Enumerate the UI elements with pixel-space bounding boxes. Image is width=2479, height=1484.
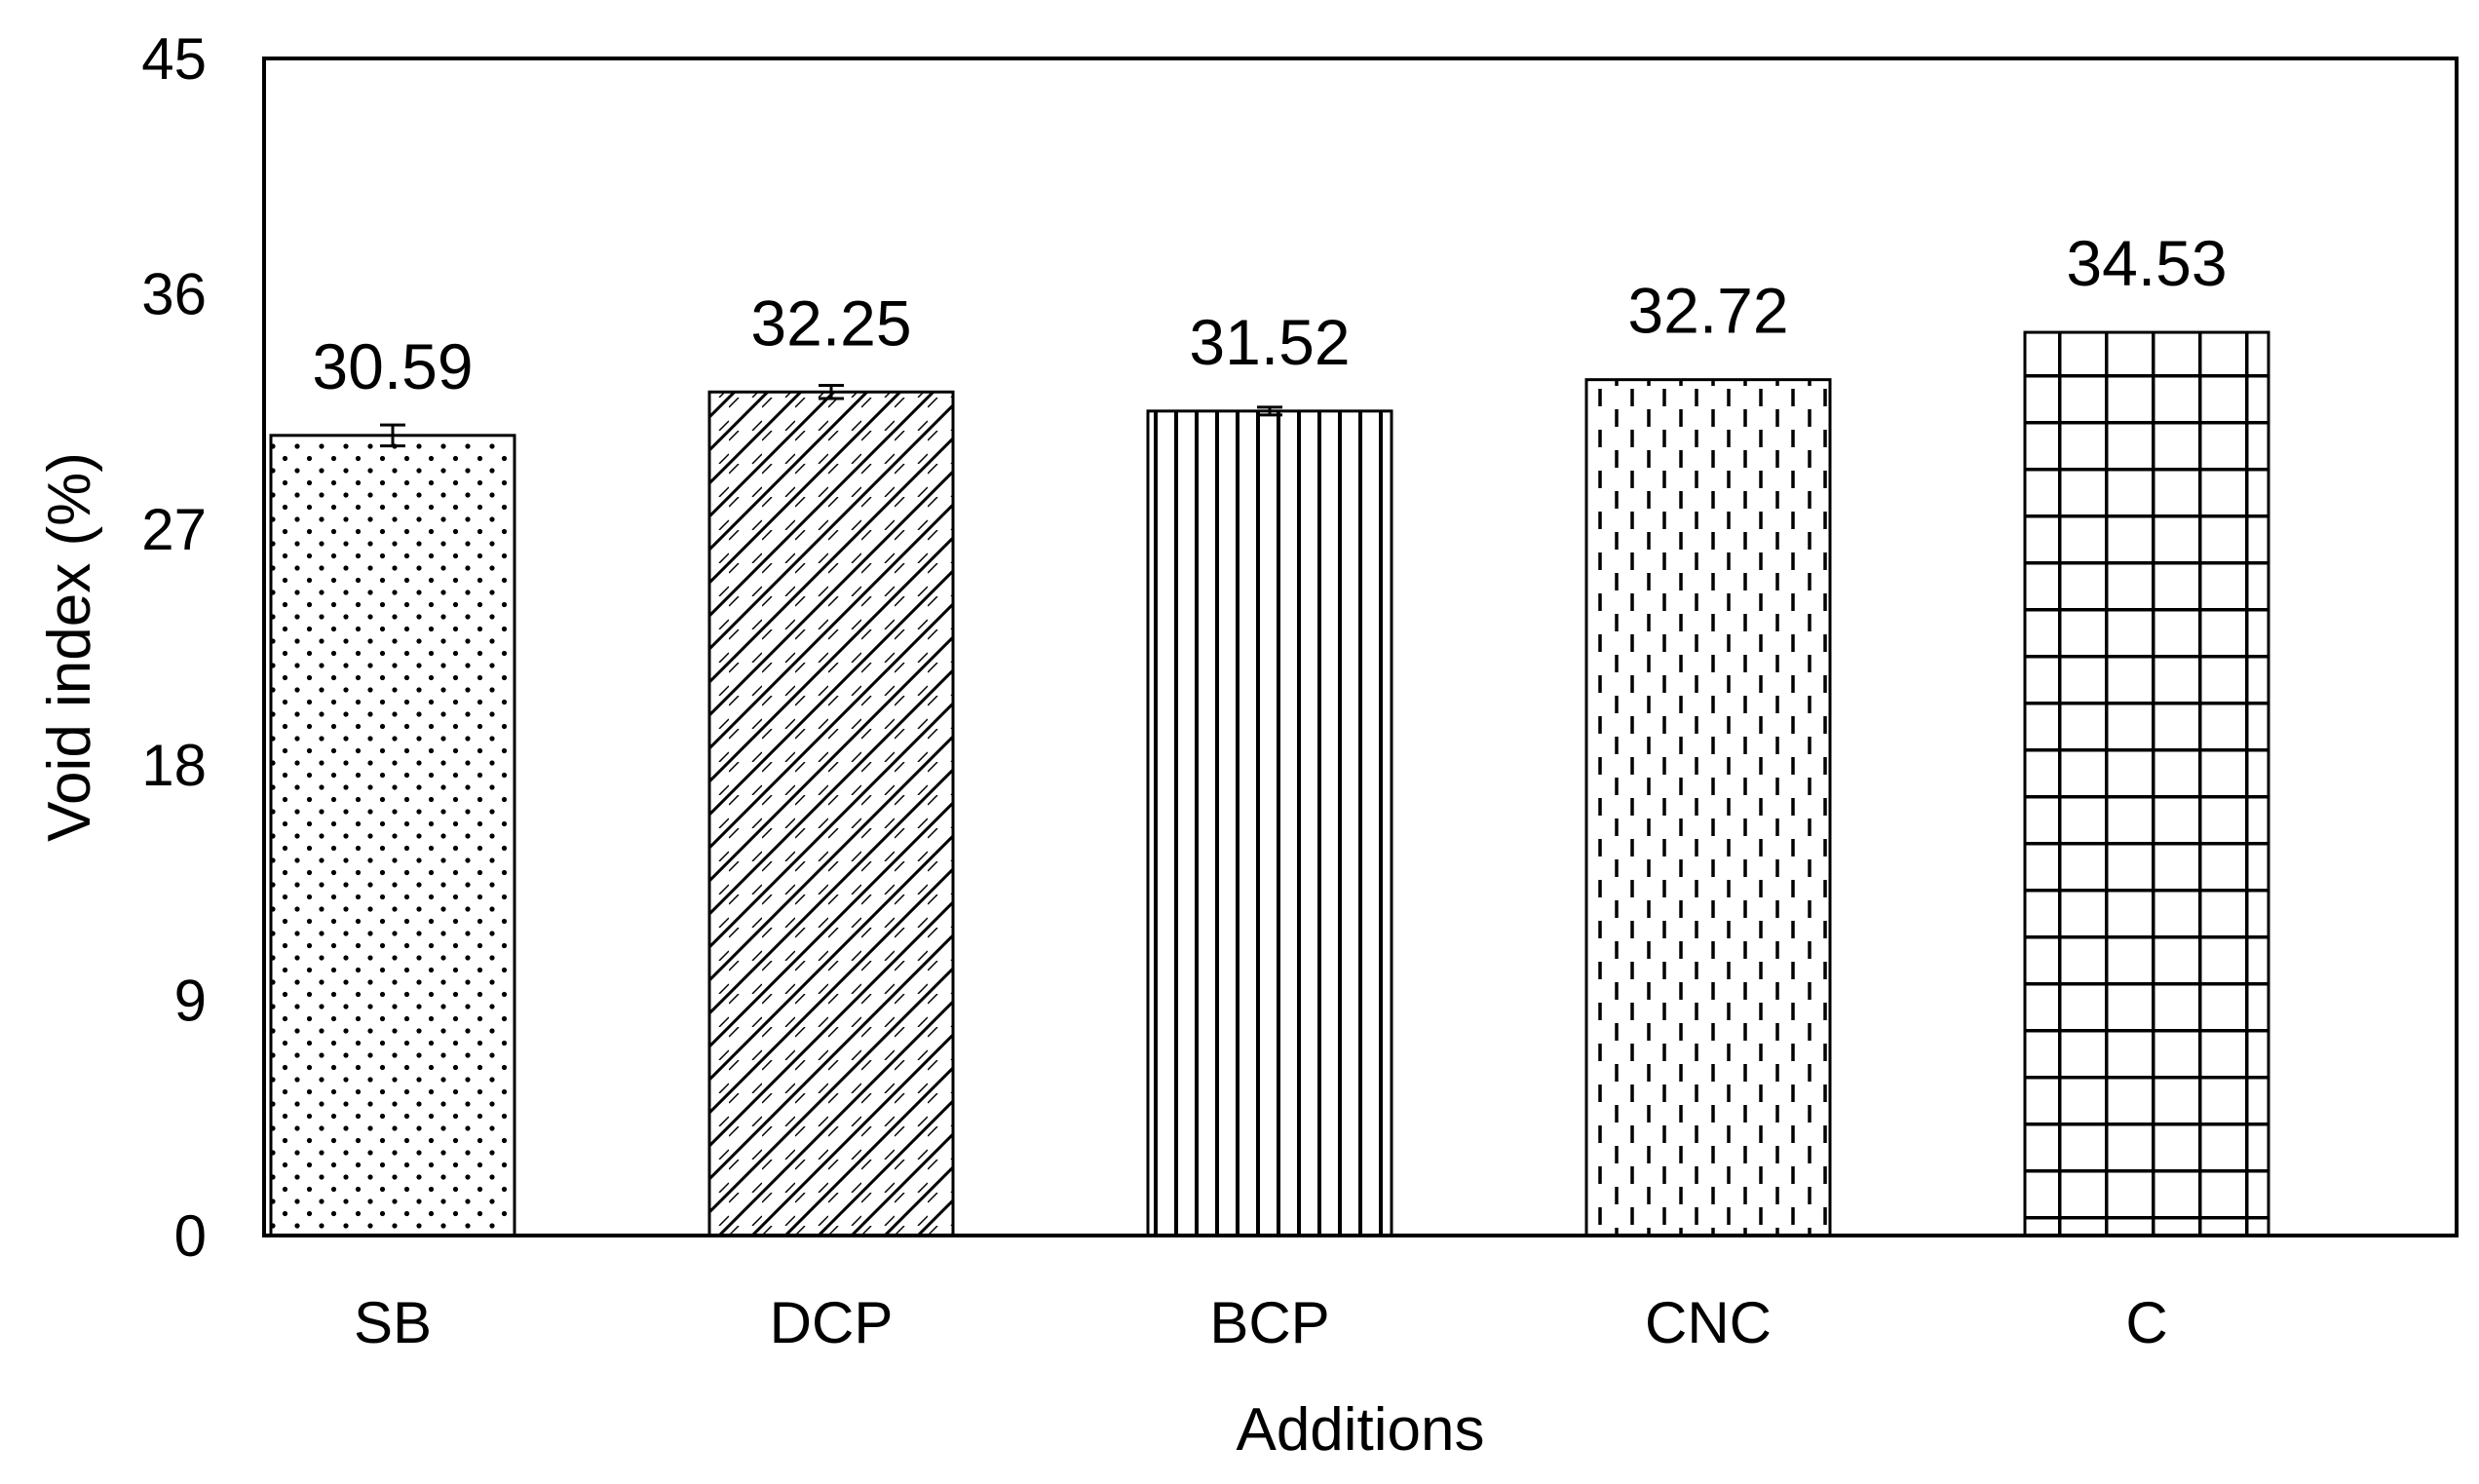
bar-bcp <box>1146 409 1393 1237</box>
data-label-c: 34.53 <box>2066 227 2227 299</box>
plot-frame <box>262 57 2459 1237</box>
data-label-cnc: 32.72 <box>1627 275 1788 347</box>
x-tick-label-bcp: BCP <box>1209 1290 1329 1355</box>
x-tick-label-cnc: CNC <box>1645 1290 1772 1355</box>
y-tick-label-27: 27 <box>141 497 207 562</box>
y-axis-title: Void index (%) <box>36 452 103 842</box>
y-tick-label-0: 0 <box>174 1203 207 1269</box>
y-tick-label-45: 45 <box>141 26 207 92</box>
y-tick-label-9: 9 <box>174 968 207 1033</box>
bar-cnc <box>1584 378 1832 1237</box>
data-label-dcp: 32.25 <box>750 286 911 359</box>
x-tick-label-c: C <box>2125 1290 2167 1355</box>
y-tick-label-36: 36 <box>141 262 207 327</box>
error-bars-layer <box>380 384 1282 448</box>
bar-dcp <box>707 390 955 1237</box>
y-tick-label-18: 18 <box>141 733 207 798</box>
bar-sb <box>269 434 516 1237</box>
error-bar-sb <box>380 423 405 448</box>
error-bar-bcp <box>1257 405 1282 417</box>
bar-c <box>2023 330 2270 1237</box>
x-tick-label-dcp: DCP <box>770 1290 894 1355</box>
data-label-sb: 30.59 <box>312 330 473 402</box>
error-bar-dcp <box>819 384 844 400</box>
x-axis-title: Additions <box>1236 1396 1484 1464</box>
x-axis-categories: SB DCP BCP CNC C <box>354 1290 2168 1355</box>
x-tick-label-sb: SB <box>354 1290 432 1355</box>
bars-layer <box>269 330 2270 1237</box>
data-labels-layer: 30.59 32.25 31.52 32.72 34.53 <box>312 227 2227 402</box>
y-axis-ticks: 0 9 18 27 36 45 <box>141 26 207 1269</box>
data-label-bcp: 31.52 <box>1189 306 1350 378</box>
